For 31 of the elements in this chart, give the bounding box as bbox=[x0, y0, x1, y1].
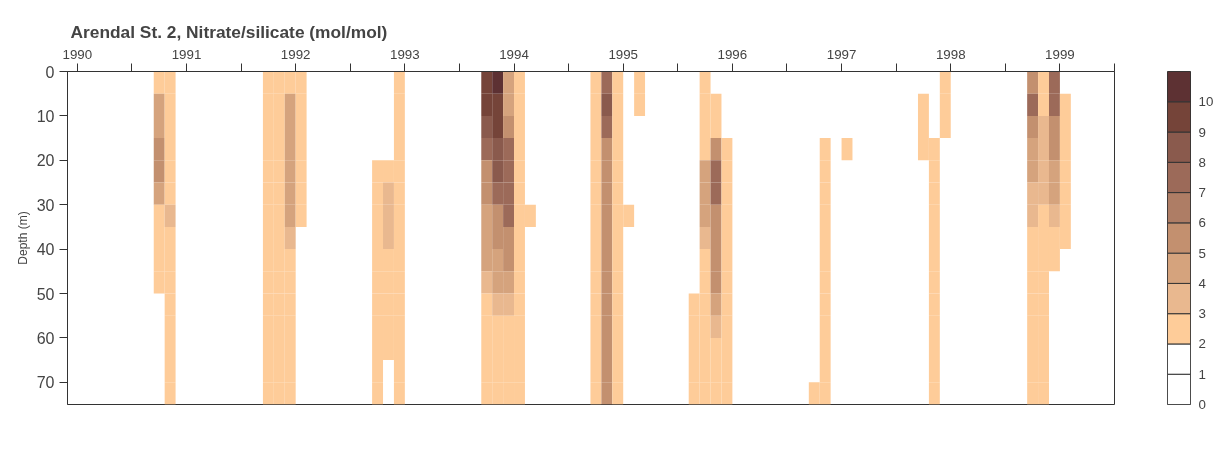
color-bar-label: 10 bbox=[1198, 94, 1214, 110]
color-bar-label: 0 bbox=[1198, 397, 1206, 412]
color-bar-label: 2 bbox=[1198, 336, 1206, 352]
y-tick-label: 40 bbox=[36, 241, 55, 259]
y-tick-label: 50 bbox=[36, 285, 55, 303]
color-bar-label: 7 bbox=[1198, 185, 1206, 201]
y-tick-label: 30 bbox=[36, 196, 55, 214]
x-tick-label: 1995 bbox=[608, 46, 639, 62]
color-bar-label: 6 bbox=[1198, 215, 1206, 231]
x-tick-label: 1999 bbox=[1045, 46, 1075, 62]
y-tick-label: 0 bbox=[45, 63, 55, 81]
x-tick-label: 1991 bbox=[171, 46, 202, 62]
y-tick-label: 10 bbox=[36, 107, 55, 125]
y-axis-title: Depth (m) bbox=[15, 211, 30, 265]
x-tick-label: 1992 bbox=[280, 46, 311, 62]
y-tick-label: 20 bbox=[36, 152, 55, 170]
x-tick-label: 1993 bbox=[390, 46, 420, 62]
y-tick-label: 70 bbox=[36, 374, 55, 392]
color-bar-label: 8 bbox=[1198, 154, 1206, 170]
x-tick-label: 1997 bbox=[826, 46, 857, 62]
x-tick-label: 1994 bbox=[499, 46, 530, 62]
color-bar-label: 9 bbox=[1198, 124, 1206, 140]
color-bar-label: 3 bbox=[1198, 306, 1206, 322]
x-tick-label: 1990 bbox=[62, 46, 93, 62]
color-bar-label: 5 bbox=[1198, 245, 1206, 261]
color-bar-label: 1 bbox=[1198, 366, 1206, 382]
chart-title: Arendal St. 2, Nitrate/silicate (mol/mol) bbox=[70, 21, 388, 42]
x-tick-label: 1996 bbox=[717, 46, 748, 62]
color-bar-label: 4 bbox=[1198, 275, 1207, 291]
y-tick-label: 60 bbox=[36, 329, 55, 347]
x-tick-label: 1998 bbox=[935, 46, 966, 62]
